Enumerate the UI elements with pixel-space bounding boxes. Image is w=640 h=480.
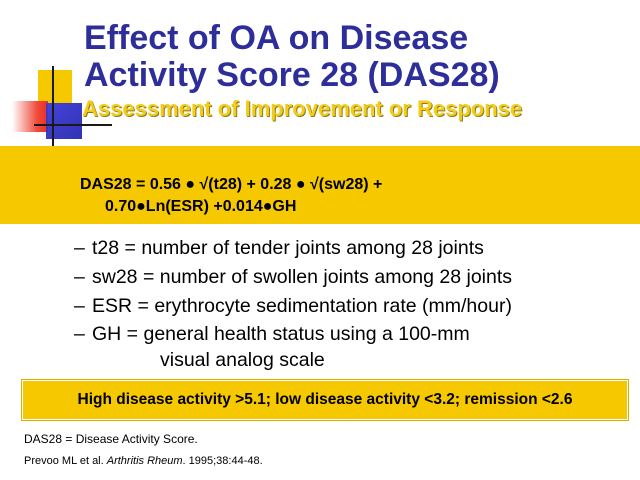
bullet-dash: – bbox=[74, 323, 85, 345]
definition-text: GH = general health status using a 100-m… bbox=[92, 323, 470, 345]
slide-title-line2: Activity Score 28 (DAS28) bbox=[84, 56, 500, 94]
definition-item-sw28: – sw28 = number of swollen joints among 2… bbox=[74, 263, 512, 292]
bullet-dash: – bbox=[74, 266, 85, 288]
formula-box bbox=[0, 146, 640, 224]
reference-citation: Prevoo ML et al. Arthritis Rheum. 1995;3… bbox=[24, 455, 263, 467]
definition-item-gh: – GH = general health status using a 100-… bbox=[74, 321, 512, 373]
formula-line-2: 0.70●Ln(ESR) +0.014●GH bbox=[105, 198, 297, 215]
definition-continuation: visual analog scale bbox=[160, 349, 325, 371]
bullet-dash: – bbox=[74, 237, 85, 259]
definitions-list: – t28 = number of tender joints among 28 … bbox=[74, 234, 512, 373]
decorative-vertical-line bbox=[52, 66, 54, 150]
definition-text: t28 = number of tender joints among 28 j… bbox=[92, 237, 484, 259]
slide-subtitle: Assessment of Improvement or Response bbox=[82, 96, 523, 121]
decorative-horizontal-line bbox=[34, 124, 112, 126]
slide-title: Effect of OA on Disease Activity Score 2… bbox=[84, 20, 500, 94]
definition-text: ESR = erythrocyte sedimentation rate (mm… bbox=[92, 295, 512, 317]
definition-item-t28: – t28 = number of tender joints among 28 … bbox=[74, 234, 512, 263]
footnote: DAS28 = Disease Activity Score. bbox=[24, 432, 198, 446]
reference-details: . 1995;38:44-48. bbox=[182, 455, 263, 467]
definition-item-esr: – ESR = erythrocyte sedimentation rate (m… bbox=[74, 292, 512, 321]
reference-authors: Prevoo ML et al. bbox=[24, 455, 107, 467]
definition-text: sw28 = number of swollen joints among 28… bbox=[92, 266, 513, 288]
slide-title-line1: Effect of OA on Disease bbox=[84, 19, 469, 57]
activity-thresholds-box: High disease activity >5.1; low disease … bbox=[21, 379, 629, 421]
formula-line-1: DAS28 = 0.56 ● √(t28) + 0.28 ● √(sw28) + bbox=[80, 176, 383, 193]
reference-journal: Arthritis Rheum bbox=[106, 455, 183, 467]
bullet-dash: – bbox=[74, 295, 85, 317]
decorative-yellow-square bbox=[38, 70, 72, 104]
decorative-red-gradient-bar bbox=[12, 101, 48, 132]
